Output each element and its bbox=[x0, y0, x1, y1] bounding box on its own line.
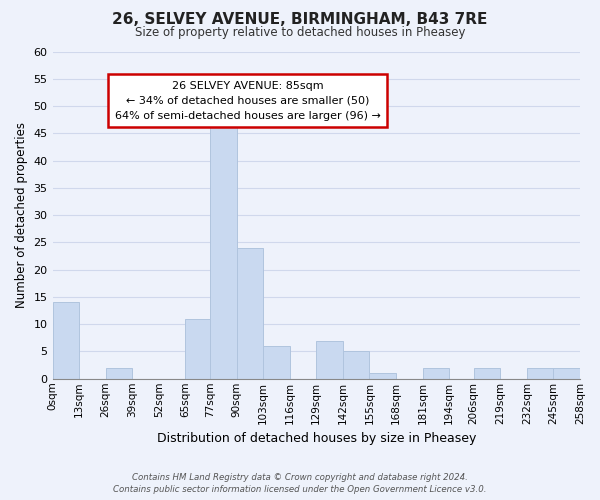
Bar bbox=[210, 122, 236, 379]
Text: Size of property relative to detached houses in Pheasey: Size of property relative to detached ho… bbox=[135, 26, 465, 39]
Bar bbox=[106, 368, 132, 379]
Y-axis label: Number of detached properties: Number of detached properties bbox=[15, 122, 28, 308]
Text: 26, SELVEY AVENUE, BIRMINGHAM, B43 7RE: 26, SELVEY AVENUE, BIRMINGHAM, B43 7RE bbox=[112, 12, 488, 28]
Text: 26 SELVEY AVENUE: 85sqm
← 34% of detached houses are smaller (50)
64% of semi-de: 26 SELVEY AVENUE: 85sqm ← 34% of detache… bbox=[115, 81, 380, 120]
Bar bbox=[236, 248, 263, 379]
Bar bbox=[422, 368, 449, 379]
Bar bbox=[473, 368, 500, 379]
Bar bbox=[185, 319, 210, 379]
Text: Contains HM Land Registry data © Crown copyright and database right 2024.
Contai: Contains HM Land Registry data © Crown c… bbox=[113, 473, 487, 494]
X-axis label: Distribution of detached houses by size in Pheasey: Distribution of detached houses by size … bbox=[157, 432, 476, 445]
Bar bbox=[316, 340, 343, 379]
Bar bbox=[263, 346, 290, 379]
Bar bbox=[53, 302, 79, 379]
Bar bbox=[343, 352, 370, 379]
Bar bbox=[527, 368, 553, 379]
Bar bbox=[370, 374, 396, 379]
Bar bbox=[553, 368, 580, 379]
